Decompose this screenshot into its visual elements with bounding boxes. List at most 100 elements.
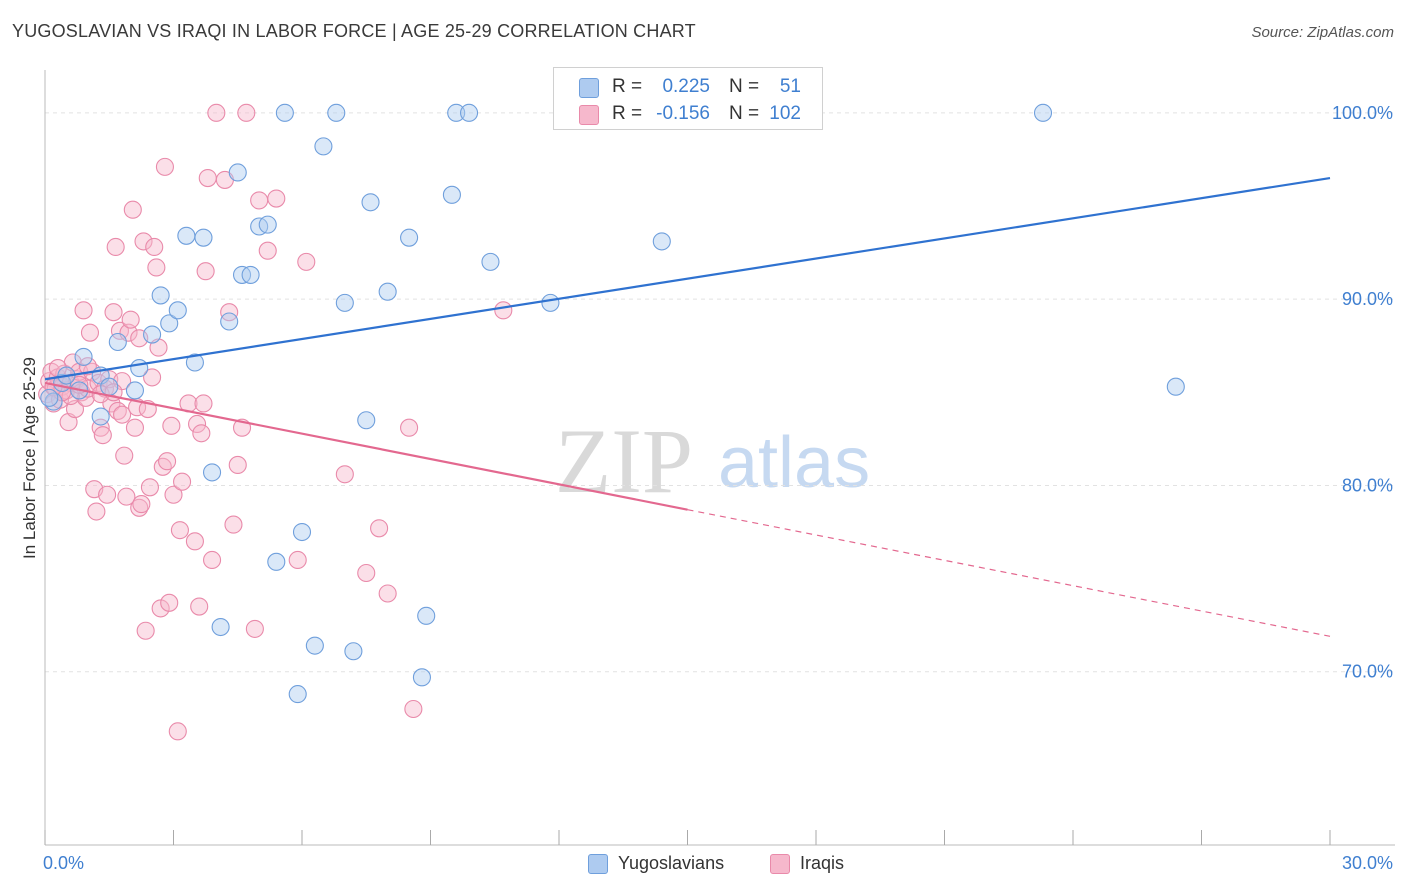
iraqi-point xyxy=(162,416,181,435)
r-value: 0.225 xyxy=(662,76,710,97)
iraqi-point xyxy=(106,237,125,257)
iraqi-point xyxy=(378,584,397,603)
r-label: R = xyxy=(612,103,643,124)
yugoslavian-point xyxy=(288,685,307,704)
yugoslavian-point xyxy=(258,215,277,234)
yugoslavian-point xyxy=(442,185,461,204)
legend-swatch-blue xyxy=(588,854,608,874)
iraqi-point xyxy=(143,368,162,387)
yugoslavian-point xyxy=(100,377,119,396)
iraqi-point xyxy=(258,241,277,260)
x-tick-label: 30.0% xyxy=(1342,853,1393,873)
yugoslavian-point xyxy=(357,411,376,430)
iraqi-point xyxy=(160,593,179,612)
iraqi-point xyxy=(93,426,112,445)
legend-row-iraqis: R = -0.156 N = 102 xyxy=(554,101,822,129)
yugoslavian-point xyxy=(417,606,436,625)
yugoslavian-point xyxy=(361,193,380,212)
n-label: N = xyxy=(729,103,760,124)
yugoslavian-point xyxy=(275,103,294,122)
iraqi-point xyxy=(87,502,106,521)
n-label: N = xyxy=(729,76,760,97)
yugoslavian-point xyxy=(344,642,363,661)
iraqi-point xyxy=(123,200,142,219)
legend-row-yugoslavians: R = 0.225 N = 51 xyxy=(554,74,822,102)
iraqi-point xyxy=(335,465,354,484)
watermark-atlas: atlas xyxy=(718,423,870,503)
yugoslavian-point xyxy=(541,293,560,312)
iraqi-point xyxy=(198,169,217,188)
iraqi-point xyxy=(74,301,93,320)
iraqi-point xyxy=(207,103,226,122)
r-value: -0.156 xyxy=(656,103,710,124)
iraqi-point xyxy=(149,338,168,357)
iraqi-point xyxy=(400,418,419,437)
iraqi-point xyxy=(164,485,183,504)
yugoslavian-point xyxy=(335,293,354,312)
legend-label: Yugoslavians xyxy=(618,853,725,873)
yugoslavian-point xyxy=(160,314,179,333)
iraqi-point xyxy=(132,495,151,514)
yugoslavian-point xyxy=(241,265,260,284)
yugoslavian-point xyxy=(168,301,187,320)
y-tick-label: 80.0% xyxy=(1342,475,1393,495)
legend-label: Iraqis xyxy=(800,853,845,873)
yugoslavian-point xyxy=(378,282,397,301)
series-legend: Yugoslavians Iraqis xyxy=(0,852,1406,878)
r-label: R = xyxy=(612,76,643,97)
y-tick-label: 100.0% xyxy=(1332,103,1393,123)
iraqi-point xyxy=(188,414,207,434)
source-label: Source: ZipAtlas.com xyxy=(1251,24,1394,41)
iraqi-point xyxy=(136,621,155,640)
iraqi-point xyxy=(237,103,256,122)
iraqi-point xyxy=(125,418,144,437)
iraqi-point xyxy=(297,252,316,271)
iraqi-point xyxy=(370,519,389,538)
iraqi-point xyxy=(494,301,513,320)
yugoslavian-point xyxy=(220,312,239,331)
legend-swatch-pink xyxy=(579,105,599,125)
iraqi-point xyxy=(121,310,140,329)
iraqi-point xyxy=(80,323,100,342)
iraqi-point xyxy=(117,487,136,506)
iraqi-point xyxy=(357,563,376,583)
iraqi-trend-extension xyxy=(687,509,1331,637)
n-value: 102 xyxy=(769,103,801,124)
iraqi-point xyxy=(145,237,164,257)
yugoslavian-point xyxy=(652,232,671,251)
iraqi-point xyxy=(245,619,264,638)
iraqi-point xyxy=(134,232,153,251)
iraqi-point xyxy=(190,597,209,616)
chart-title: YUGOSLAVIAN VS IRAQI IN LABOR FORCE | AG… xyxy=(12,21,696,41)
y-tick-label: 70.0% xyxy=(1342,662,1393,682)
x-tick-label: 0.0% xyxy=(43,853,84,873)
yugoslavian-point xyxy=(74,347,93,366)
iraqi-point xyxy=(168,722,187,741)
yugoslavian-point xyxy=(314,137,333,156)
yugoslavian-point xyxy=(130,359,149,378)
yugoslavian-point xyxy=(108,332,127,352)
iraqi-point xyxy=(78,357,97,376)
iraqi-point xyxy=(170,521,189,540)
yugoslavian-point xyxy=(211,617,230,637)
yugoslavian-point xyxy=(185,353,204,372)
iraqi-point xyxy=(196,262,215,281)
legend-swatch-blue xyxy=(579,78,599,98)
iraqi-trend-line xyxy=(44,381,688,511)
iraqi-point xyxy=(113,405,132,424)
iraqi-point xyxy=(104,303,123,322)
yugoslavian-point xyxy=(151,286,170,305)
yugoslavian-point xyxy=(1166,377,1185,396)
yugoslavian-point xyxy=(481,252,500,271)
iraqi-point xyxy=(228,455,247,475)
yugoslavian-point xyxy=(400,228,419,247)
iraqi-point xyxy=(220,303,239,322)
yugoslavian-point xyxy=(91,407,110,426)
yugoslavian-point xyxy=(1033,103,1053,122)
iraqi-point xyxy=(192,424,211,443)
yugoslavian-point xyxy=(292,522,312,542)
yugoslavian-point xyxy=(177,226,196,245)
yugoslavian-point xyxy=(125,381,144,400)
y-tick-label: 90.0% xyxy=(1342,289,1393,309)
